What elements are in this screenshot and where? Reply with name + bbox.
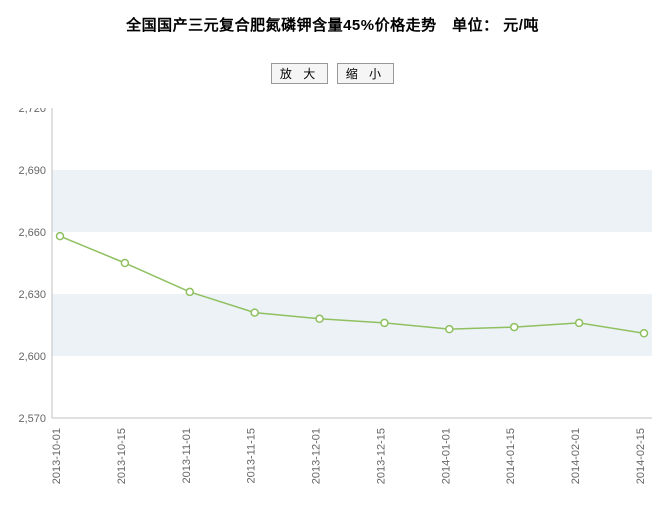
- button-bar: 放 大 缩 小: [0, 63, 665, 84]
- y-tick-label: 2,570: [18, 413, 46, 425]
- data-point: [446, 326, 453, 333]
- data-point: [186, 288, 193, 295]
- x-tick-label: 2013-10-15: [116, 428, 128, 484]
- data-point: [576, 319, 583, 326]
- x-tick-label: 2014-02-15: [635, 428, 647, 484]
- x-tick-label: 2013-12-01: [311, 428, 323, 484]
- chart-svg: 2,570 2,600 2,630 2,660 2,690 2,720 2013-10-01…: [12, 108, 652, 503]
- data-point: [121, 260, 128, 267]
- x-tick-label: 2014-01-15: [505, 428, 517, 484]
- chart-title: 全国国产三元复合肥氮磷钾含量45%价格走势 单位： 元/吨: [0, 0, 665, 35]
- x-tick-label: 2013-12-15: [375, 428, 387, 484]
- data-point: [251, 309, 258, 316]
- data-point: [381, 319, 388, 326]
- x-tick-label: 2013-11-15: [246, 428, 258, 483]
- x-tick-label: 2014-01-01: [440, 428, 452, 484]
- y-tick-label: 2,600: [18, 351, 46, 363]
- data-point: [57, 233, 64, 240]
- y-tick-label: 2,660: [18, 227, 46, 239]
- data-point: [511, 324, 518, 331]
- x-tick-label: 2013-11-01: [181, 428, 193, 483]
- y-tick-label: 2,630: [18, 289, 46, 301]
- chart-plot-area: 2,570 2,600 2,630 2,660 2,690 2,720 2013-10-01…: [12, 108, 652, 503]
- data-point: [641, 330, 648, 337]
- y-tick-label: 2,720: [18, 108, 46, 115]
- zoom-in-button[interactable]: 放 大: [271, 63, 328, 84]
- data-point: [316, 315, 323, 322]
- chart-container: 全国国产三元复合肥氮磷钾含量45%价格走势 单位： 元/吨 放 大 缩 小 2,…: [0, 0, 665, 515]
- grid-band: [52, 170, 652, 232]
- y-tick-label: 2,690: [18, 165, 46, 177]
- grid-band: [52, 294, 652, 356]
- x-tick-label: 2014-02-01: [570, 428, 582, 484]
- x-tick-label: 2013-10-01: [51, 428, 63, 484]
- zoom-out-button[interactable]: 缩 小: [337, 63, 394, 84]
